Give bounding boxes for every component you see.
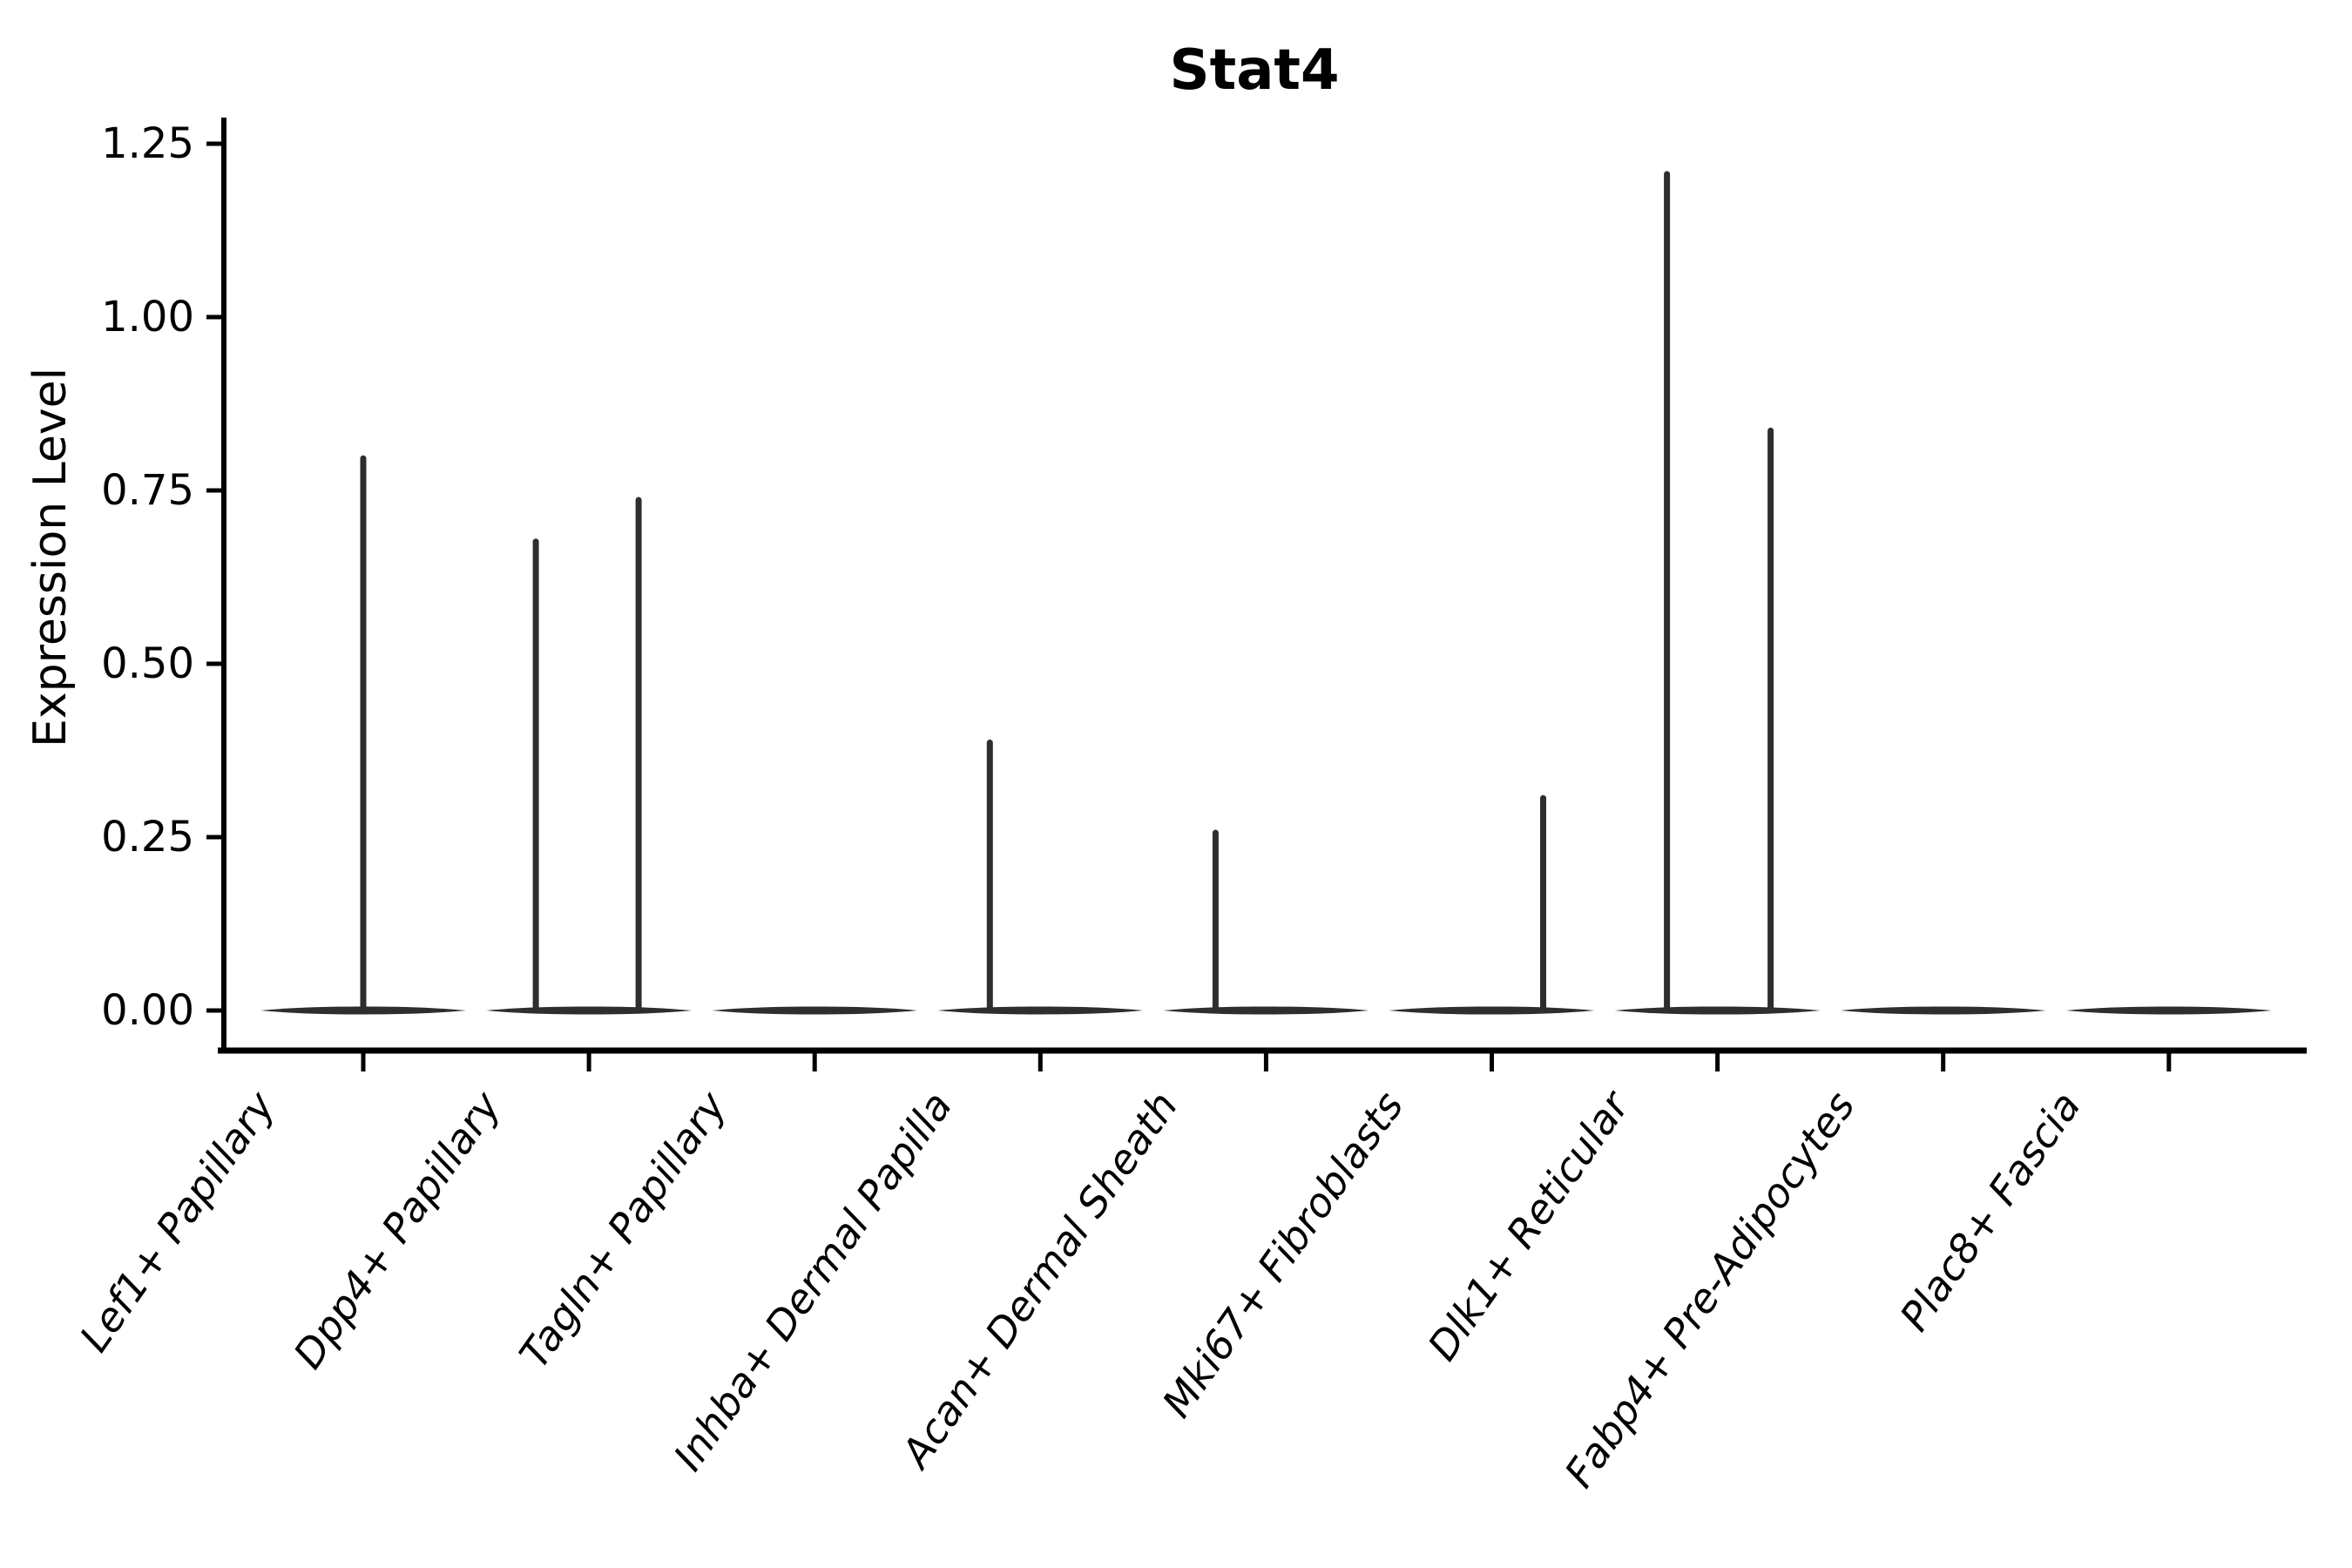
violin-body [712,1006,918,1015]
x-category-label: Tagln+ Papillary [510,1083,736,1377]
y-tick-label: 0.25 [101,813,194,862]
violin-body [2065,1006,2272,1015]
violin-body [937,1006,1144,1015]
x-category-label: Dlk1+ Reticular [1418,1081,1639,1369]
x-category-label: Plac8+ Fascia [1890,1083,2090,1339]
violin-body [1614,1006,1821,1015]
violin-body [1840,1006,2046,1015]
x-category-label: Lef1+ Papillary [71,1083,285,1361]
violin-body [1163,1006,1369,1015]
y-tick-label: 0.50 [101,639,194,688]
y-tick-label: 0.00 [101,986,194,1035]
x-category-label: Mki67+ Fibroblasts [1153,1083,1413,1425]
y-tick-label: 1.00 [101,293,194,341]
chart-title: Stat4 [1170,38,1340,103]
y-tick-label: 0.75 [101,466,194,515]
y-axis-label: Expression Level [24,368,77,747]
x-category-label: Dpp4+ Papillary [284,1083,510,1377]
violin-body [486,1006,693,1015]
y-tick-label: 1.25 [101,119,194,168]
violin-body [1389,1006,1595,1015]
